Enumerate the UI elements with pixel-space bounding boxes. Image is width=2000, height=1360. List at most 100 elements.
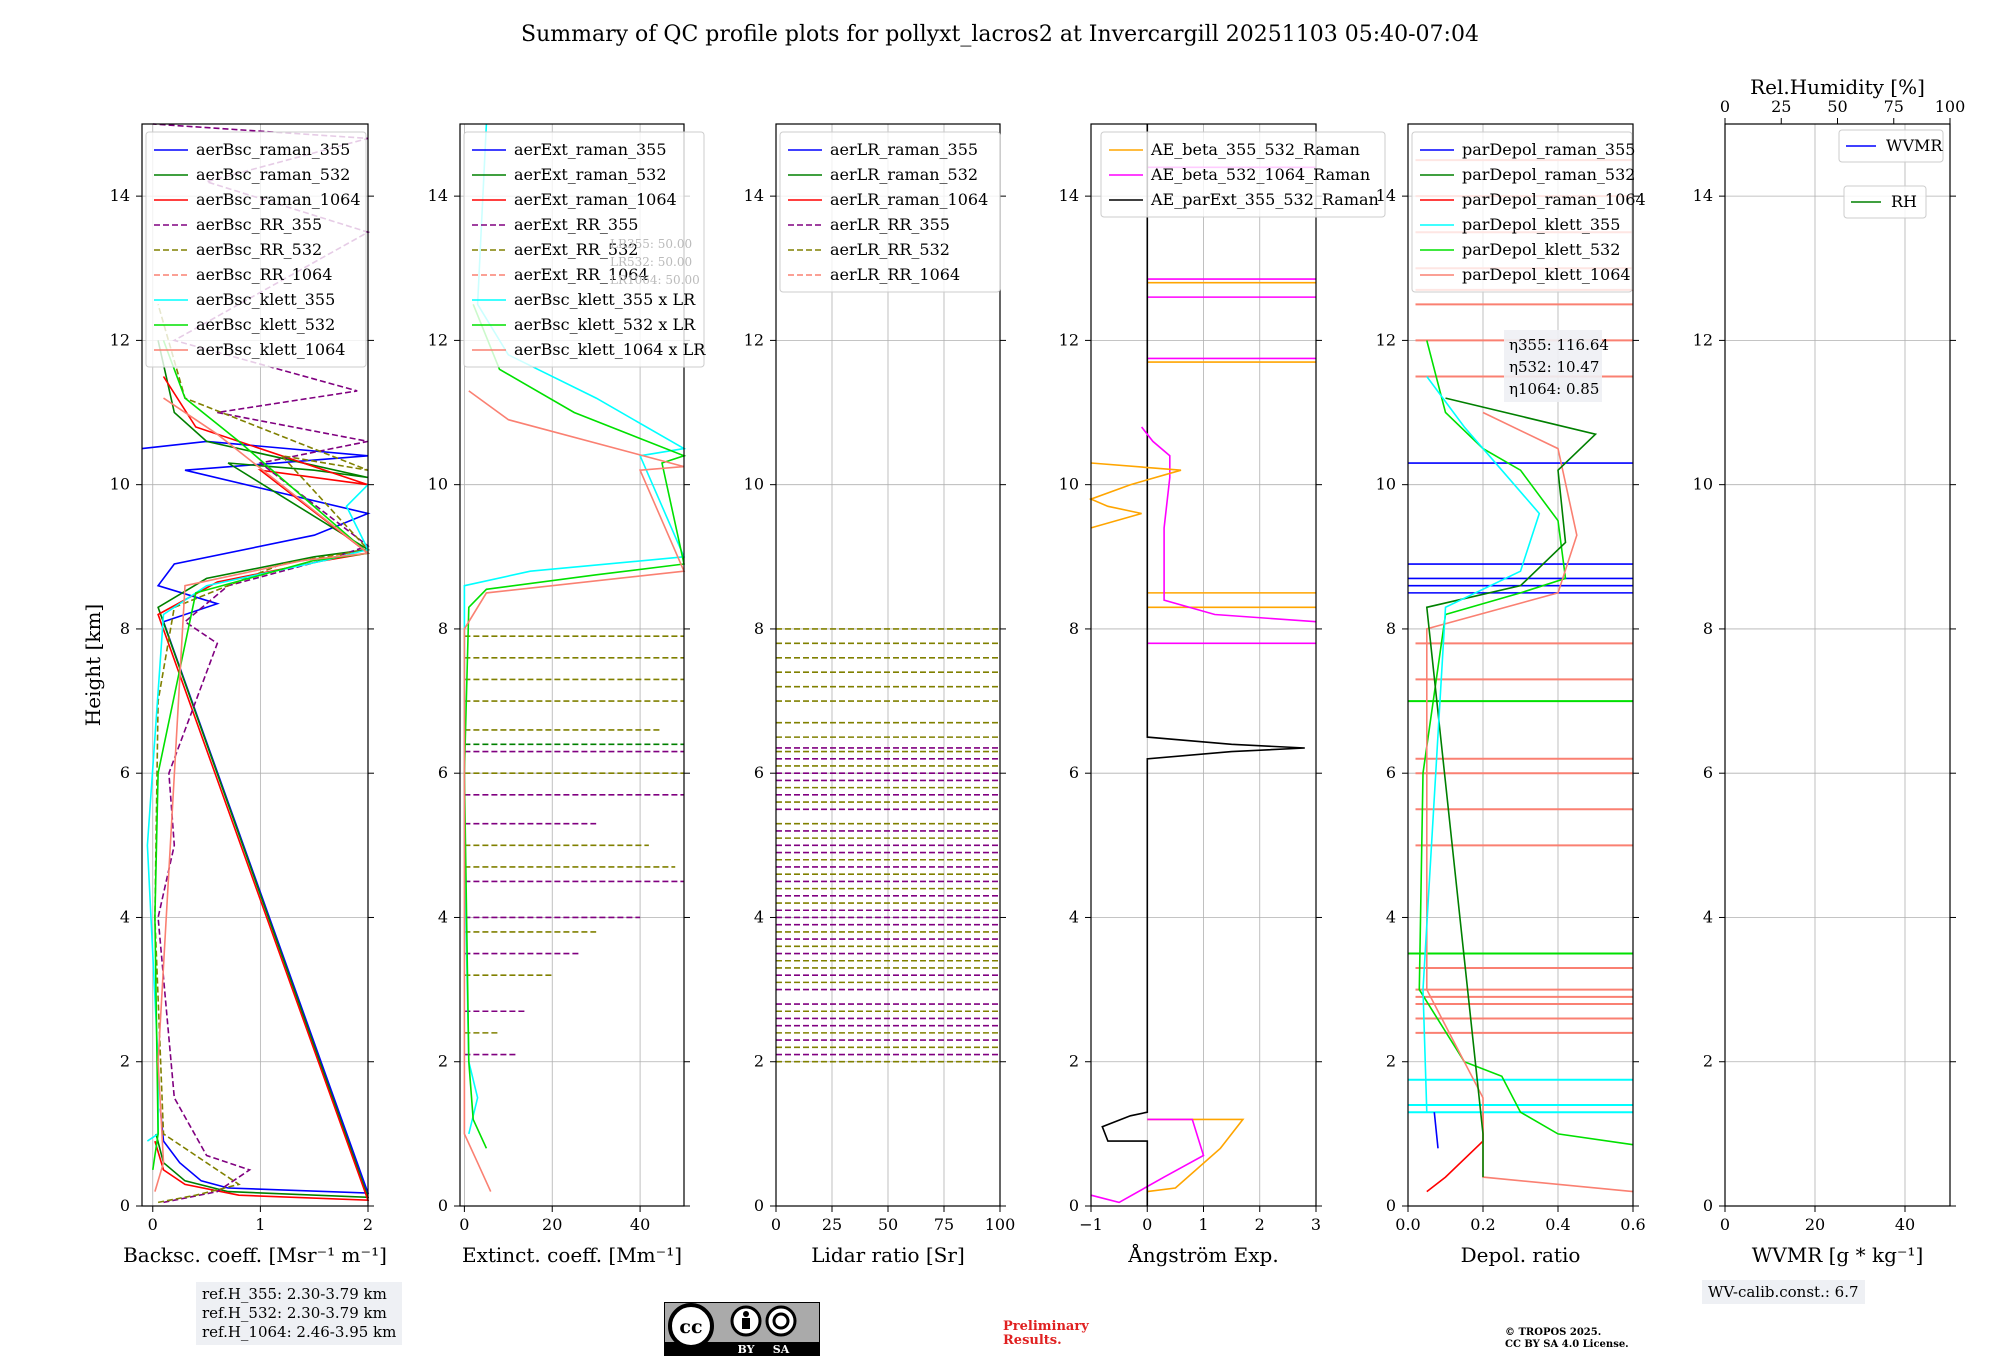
legend-label: aerBsc_raman_355 — [196, 140, 350, 159]
x-tick-label: 50 — [878, 1215, 898, 1234]
legend-label: aerBsc_klett_1064 — [196, 340, 345, 359]
series-aerbsc-rr-532 — [154, 304, 370, 1204]
x-tick-label: 0.0 — [1395, 1215, 1420, 1234]
plot-frame — [1407, 123, 1634, 1207]
series-pardepol-raman-355 — [1433, 1112, 1439, 1149]
y-tick-label: 6 — [1703, 763, 1713, 782]
y-tick-label: 6 — [1069, 763, 1079, 782]
legend-label: aerBsc_klett_355 x LR — [514, 290, 696, 309]
series-ae-beta-355-532-raman — [1147, 1118, 1245, 1193]
copyright-line-2: CC BY SA 4.0 License. — [1505, 1339, 1629, 1350]
x-tick-label: 0 — [1142, 1215, 1152, 1234]
x-tick-label: 2 — [363, 1215, 373, 1234]
y-tick-label: 2 — [438, 1052, 448, 1071]
preliminary-line-2: Results. — [1003, 1333, 1062, 1348]
figure-title: Summary of QC profile plots for pollyxt_… — [521, 22, 1479, 47]
y-tick-label: 12 — [1693, 330, 1713, 349]
x-tick-label: 75 — [934, 1215, 954, 1234]
series-pardepol-klett-355 — [1422, 376, 1541, 1113]
sa-share-icon — [765, 1305, 797, 1337]
y-tick-label: 0 — [120, 1196, 130, 1215]
eta-box: η355: 116.64 η532: 10.47 η1064: 0.85 — [1504, 330, 1609, 402]
top-x-tick-label: 0 — [1720, 97, 1730, 116]
lr-value-label: LR532: 50.00 — [610, 255, 692, 269]
plot-frame — [141, 123, 369, 1207]
series-aerbsc-raman-355 — [141, 440, 371, 1194]
y-tick-label: 12 — [428, 330, 448, 349]
y-tick-label: 14 — [428, 186, 448, 205]
y-tick-label: 4 — [754, 907, 764, 926]
reference-heights-box: ref.H_355: 2.30-3.79 km ref.H_532: 2.30-… — [196, 1282, 403, 1345]
legend-label: aerExt_RR_532 — [514, 240, 638, 259]
y-tick-label: 14 — [110, 186, 130, 205]
legend-label: aerBsc_klett_532 — [196, 315, 335, 334]
y-tick-label: 6 — [754, 763, 764, 782]
y-tick-label: 4 — [438, 907, 448, 926]
wv-calib-box: WV-calib.const.: 6.7 — [1702, 1280, 1865, 1304]
legend-label: aerLR_raman_532 — [830, 165, 978, 184]
ref-height-1064: ref.H_1064: 2.46-3.95 km — [202, 1323, 397, 1341]
y-tick-label: 2 — [1069, 1052, 1079, 1071]
eta-box-bg — [1504, 330, 1602, 402]
y-tick-label: 12 — [1376, 330, 1396, 349]
x-tick-label: 0 — [771, 1215, 781, 1234]
preliminary-line-1: Preliminary — [1003, 1319, 1089, 1334]
legend-label: aerExt_RR_1064 — [514, 265, 649, 284]
legend-wvmr: WVMR — [1838, 129, 1944, 163]
x-tick-label: 40 — [1895, 1215, 1915, 1234]
series-aerbsc-raman-1064 — [154, 376, 370, 1202]
cc-logo-icon — [668, 1303, 714, 1349]
y-axis-label: Height [km] — [81, 604, 105, 726]
x-axis-label: Lidar ratio [Sr] — [811, 1243, 965, 1267]
x-axis-label: Depol. ratio — [1461, 1243, 1581, 1267]
legend-label: aerBsc_klett_532 x LR — [514, 315, 696, 334]
legend-box — [1100, 131, 1386, 218]
y-tick-label: 0 — [1069, 1196, 1079, 1215]
top-x-axis-label: Rel.Humidity [%] — [1750, 75, 1925, 99]
legend-box — [779, 131, 1001, 293]
preliminary-note: Preliminary Results. — [1003, 1320, 1089, 1348]
x-axis-label: Backsc. coeff. [Msr⁻¹ m⁻¹] — [123, 1243, 387, 1267]
x-tick-label: −1 — [1079, 1215, 1103, 1234]
y-tick-label: 10 — [744, 475, 764, 494]
legend-label: parDepol_raman_1064 — [1462, 190, 1646, 209]
ref-height-532: ref.H_532: 2.30-3.79 km — [202, 1304, 387, 1322]
y-tick-label: 12 — [110, 330, 130, 349]
y-tick-label: 10 — [428, 475, 448, 494]
top-x-tick-label: 25 — [1771, 97, 1791, 116]
legend-label: AE_beta_532_1064_Raman — [1150, 165, 1370, 184]
eta-value: η355: 116.64 — [1509, 336, 1609, 354]
x-axis-label: Ångström Exp. — [1127, 1242, 1278, 1267]
eta-value: η1064: 0.85 — [1509, 380, 1599, 398]
panel-dep: 0.0 0.2 0.4 0.6 0 2 4 6 8 10 12 14 Depol. ratio parDe… — [1376, 123, 1646, 1267]
x-tick-label: 20 — [1805, 1215, 1825, 1234]
legend-box — [1843, 185, 1927, 219]
series-aerbsc-klett-532 — [152, 340, 370, 1171]
x-tick-label: 0.2 — [1470, 1215, 1495, 1234]
legend-box — [145, 131, 367, 368]
lr-value-label: LR1064: 50.00 — [610, 273, 700, 287]
cc-license-badge: cc BY SA — [664, 1302, 820, 1356]
x-tick-label: 0 — [1720, 1215, 1730, 1234]
x-tick-label: 0 — [459, 1215, 469, 1234]
legend-rh: RH — [1843, 185, 1927, 219]
x-axis-label: Extinct. coeff. [Mm⁻¹] — [462, 1243, 682, 1267]
y-tick-label: 14 — [1693, 186, 1713, 205]
y-tick-label: 6 — [1386, 763, 1396, 782]
series-aerbsc-klett-355 — [146, 484, 370, 1142]
series-pardepol-klett-532 — [1418, 340, 1634, 1146]
x-tick-label: 25 — [822, 1215, 842, 1234]
legend-label: aerBsc_klett_355 — [196, 290, 335, 309]
y-tick-label: 10 — [1693, 475, 1713, 494]
copyright-note: © TROPOS 2025. CC BY SA 4.0 License. — [1505, 1327, 1629, 1351]
y-tick-label: 12 — [744, 330, 764, 349]
legend-label: aerExt_RR_355 — [514, 215, 638, 234]
y-tick-label: 14 — [744, 186, 764, 205]
legend-label: AE_parExt_355_532_Raman — [1150, 190, 1379, 209]
y-tick-label: 12 — [1059, 330, 1079, 349]
legend-label: aerLR_RR_1064 — [830, 265, 960, 284]
x-tick-label: 1 — [255, 1215, 265, 1234]
panel-lr: 0 25 50 75 100 0 2 4 6 8 10 12 14 Lidar ratio [Sr] aer… — [744, 123, 1015, 1267]
